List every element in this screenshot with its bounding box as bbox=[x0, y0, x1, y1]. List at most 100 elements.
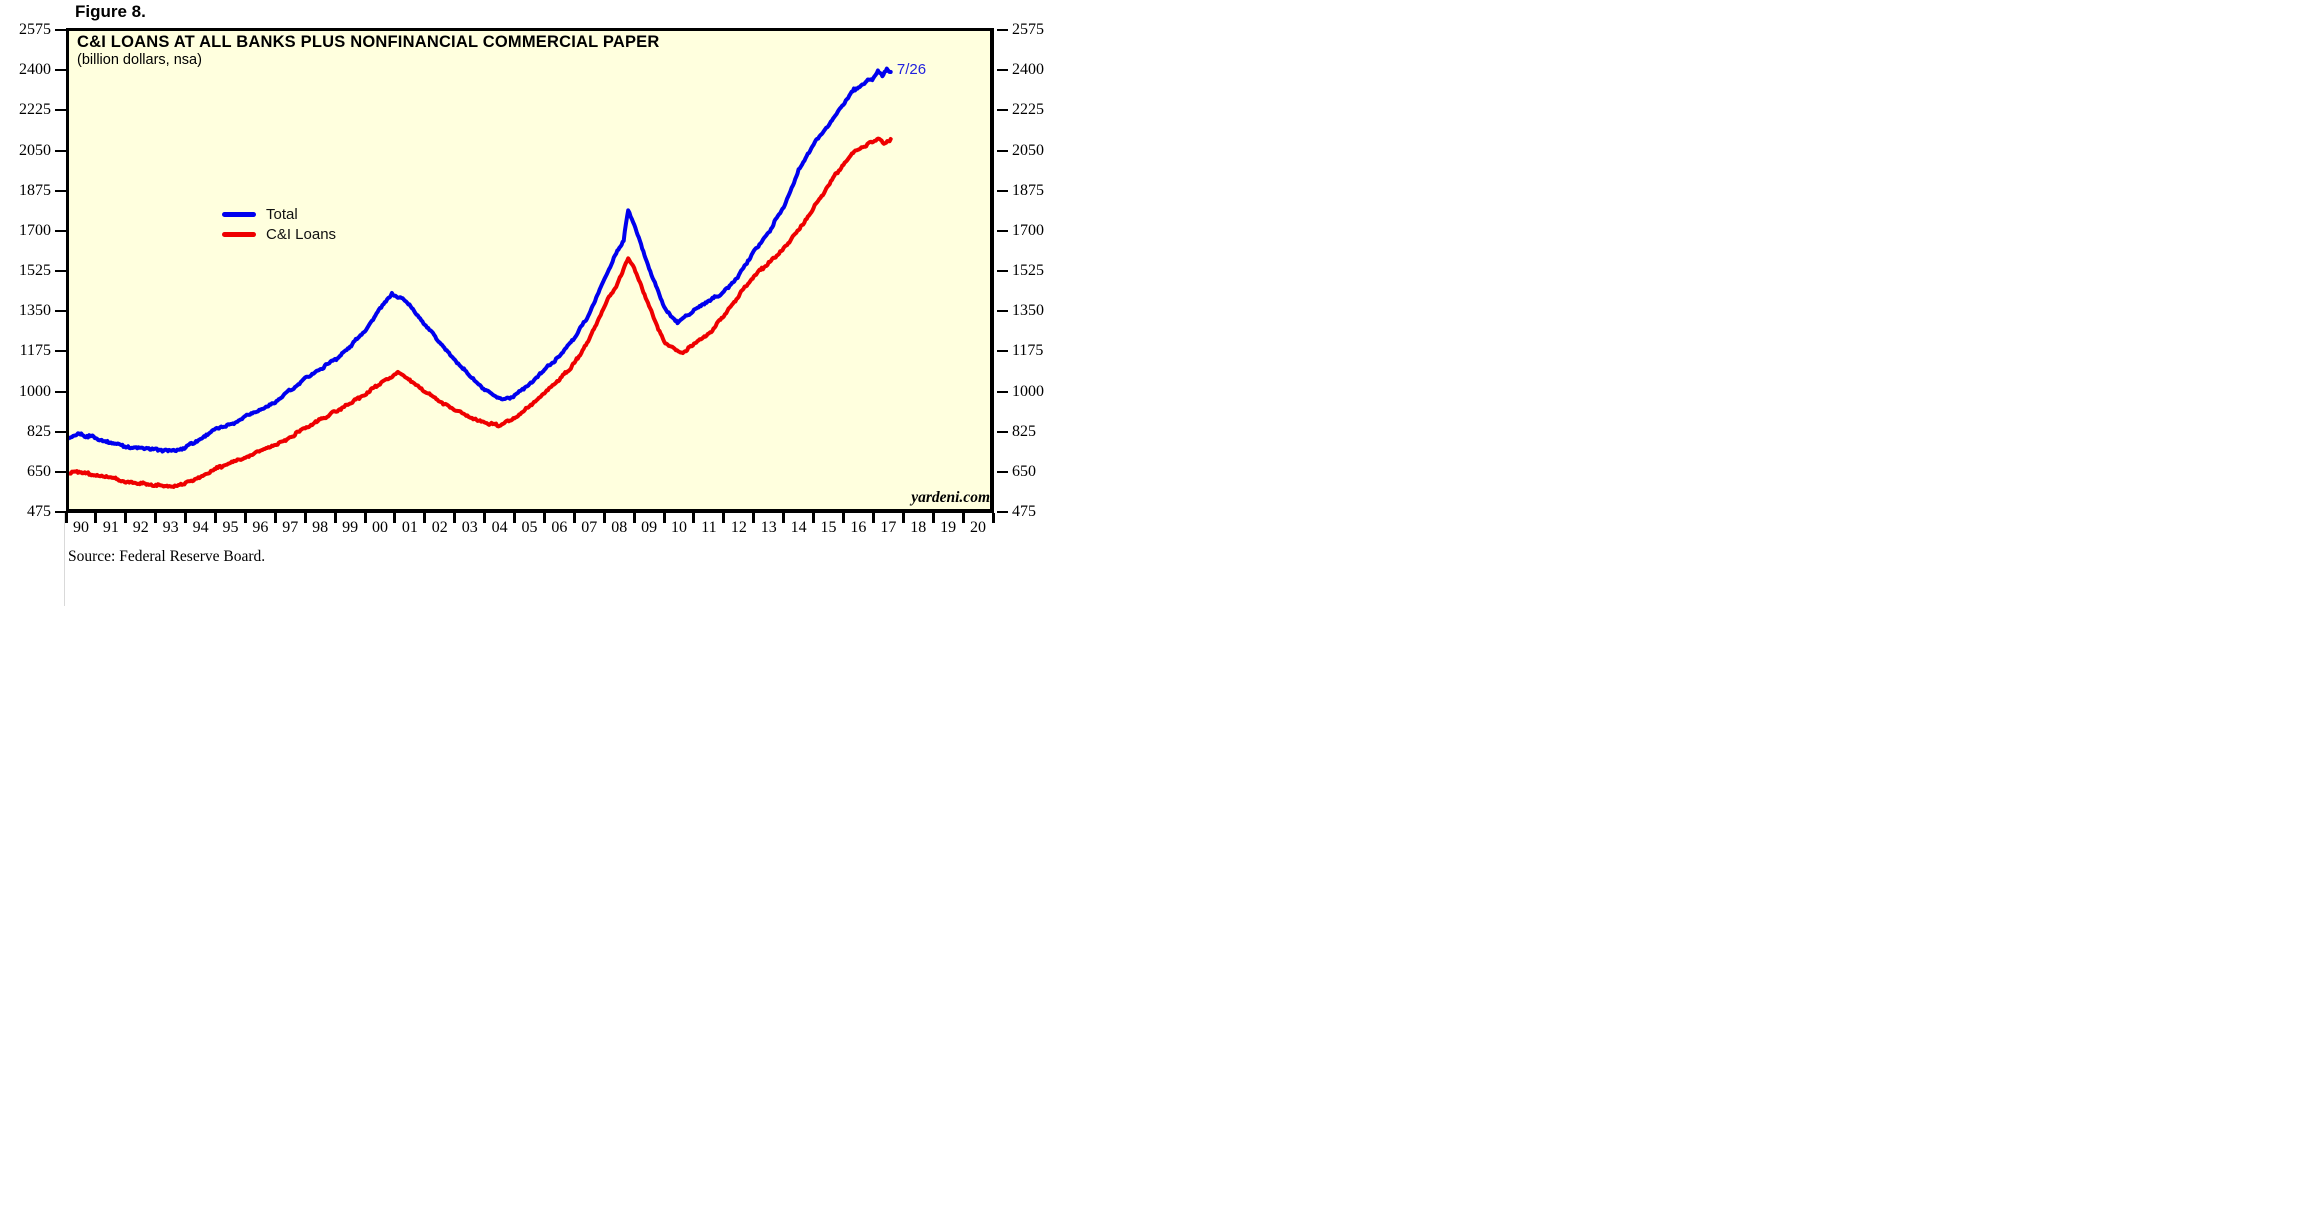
x-axis-tick-label: 02 bbox=[431, 519, 448, 536]
y-tick-mark bbox=[997, 511, 1008, 513]
x-axis-tick-label: 16 bbox=[850, 519, 867, 536]
page-edge-line bbox=[64, 513, 65, 606]
x-axis-tick-label: 13 bbox=[760, 519, 777, 536]
chart-title: C&I LOANS AT ALL BANKS PLUS NONFINANCIAL… bbox=[77, 33, 660, 51]
x-axis-tick-label: 20 bbox=[970, 519, 987, 536]
y-tick-mark bbox=[997, 430, 1008, 433]
x-tick-mark bbox=[64, 513, 68, 523]
y-axis-tick-label: 1000 bbox=[19, 382, 51, 400]
y-tick-mark bbox=[55, 511, 66, 513]
y-axis-tick-label: 650 bbox=[27, 462, 51, 480]
y-axis-tick-label: 2575 bbox=[19, 21, 51, 38]
y-tick-mark bbox=[997, 270, 1008, 272]
y-tick-mark bbox=[55, 109, 66, 112]
chart-subtitle: (billion dollars, nsa) bbox=[77, 52, 202, 68]
x-axis-tick-label: 04 bbox=[491, 519, 508, 536]
x-tick-mark bbox=[722, 513, 726, 523]
x-axis-tick-label: 19 bbox=[940, 519, 957, 536]
y-axis-tick-label: 2050 bbox=[19, 141, 51, 159]
x-axis-tick-label: 17 bbox=[880, 519, 897, 536]
x-axis-tick-label: 07 bbox=[581, 519, 598, 536]
legend-item-total: Total bbox=[222, 204, 336, 224]
y-tick-mark bbox=[997, 109, 1008, 112]
x-axis-tick-label: 96 bbox=[252, 519, 269, 536]
x-axis-tick-label: 92 bbox=[132, 519, 149, 536]
x-tick-mark bbox=[303, 513, 307, 523]
y-tick-mark bbox=[997, 149, 1008, 152]
y-axis-tick-label: 825 bbox=[1012, 422, 1036, 440]
y-axis-tick-label: 2225 bbox=[19, 101, 51, 119]
y-axis-tick-label: 1700 bbox=[19, 221, 51, 239]
y-axis-tick-label: 1175 bbox=[19, 342, 51, 360]
x-axis-tick-label: 94 bbox=[192, 519, 209, 536]
y-tick-mark bbox=[997, 189, 1008, 192]
x-axis-tick-label: 00 bbox=[371, 519, 388, 536]
x-axis-tick-label: 91 bbox=[102, 519, 119, 536]
y-tick-mark bbox=[997, 350, 1008, 353]
ci-loans-line-swatch bbox=[222, 231, 256, 237]
y-axis-tick-label: 1525 bbox=[19, 262, 51, 279]
x-tick-mark bbox=[154, 513, 158, 523]
legend-label-total: Total bbox=[266, 205, 298, 223]
x-tick-mark bbox=[662, 513, 666, 523]
y-tick-mark bbox=[55, 229, 66, 232]
y-tick-mark bbox=[55, 149, 66, 152]
x-axis-tick-label: 08 bbox=[611, 519, 628, 536]
x-axis-tick-label: 95 bbox=[222, 519, 239, 536]
x-tick-mark bbox=[273, 513, 277, 523]
latest-value-annotation: 7/26 bbox=[896, 61, 927, 79]
x-tick-mark bbox=[94, 513, 98, 523]
x-axis-tick-label: 18 bbox=[910, 519, 927, 536]
y-tick-mark bbox=[997, 29, 1008, 31]
x-tick-mark bbox=[812, 513, 816, 523]
x-tick-mark bbox=[692, 513, 696, 523]
legend: Total C&I Loans bbox=[222, 204, 336, 244]
y-tick-mark bbox=[997, 69, 1008, 72]
x-axis-tick-label: 14 bbox=[790, 519, 807, 536]
y-tick-mark bbox=[55, 390, 66, 393]
x-tick-mark bbox=[752, 513, 756, 523]
y-axis-tick-label: 1000 bbox=[1012, 382, 1044, 400]
x-tick-mark bbox=[602, 513, 606, 523]
x-axis-tick-label: 05 bbox=[521, 519, 538, 536]
y-tick-mark bbox=[55, 189, 66, 192]
x-axis-tick-label: 01 bbox=[401, 519, 418, 536]
x-tick-mark bbox=[483, 513, 487, 523]
total-line-swatch bbox=[222, 211, 256, 217]
x-tick-mark bbox=[871, 513, 875, 523]
y-axis-tick-label: 1875 bbox=[1012, 181, 1044, 199]
x-axis-tick-label: 15 bbox=[820, 519, 837, 536]
y-tick-mark bbox=[55, 470, 66, 473]
y-tick-mark bbox=[997, 390, 1008, 393]
source-note: Source: Federal Reserve Board. bbox=[68, 548, 266, 565]
x-axis-tick-label: 10 bbox=[671, 519, 688, 536]
x-axis-tick-label: 99 bbox=[342, 519, 359, 536]
x-axis-tick-label: 11 bbox=[701, 519, 717, 536]
x-tick-mark bbox=[841, 513, 845, 523]
figure-label: Figure 8. bbox=[75, 2, 146, 21]
y-axis-tick-label: 1350 bbox=[1012, 302, 1044, 320]
watermark-yardeni: yardeni.com bbox=[911, 489, 990, 506]
x-tick-mark bbox=[333, 513, 337, 523]
x-tick-mark bbox=[453, 513, 457, 523]
y-tick-mark bbox=[55, 310, 66, 313]
y-axis-tick-label: 825 bbox=[27, 422, 51, 440]
x-axis-tick-label: 98 bbox=[312, 519, 329, 536]
y-axis-tick-label: 2400 bbox=[1012, 61, 1044, 79]
y-axis-tick-label: 1700 bbox=[1012, 221, 1044, 239]
x-axis-tick-label: 03 bbox=[461, 519, 478, 536]
x-tick-mark bbox=[961, 513, 965, 523]
legend-label-ci-loans: C&I Loans bbox=[266, 225, 337, 243]
y-axis-tick-label: 2050 bbox=[1012, 141, 1044, 159]
y-tick-mark bbox=[55, 430, 66, 433]
x-tick-mark bbox=[243, 513, 247, 523]
ci-loans-line bbox=[69, 136, 893, 489]
y-axis-tick-label: 2225 bbox=[1012, 101, 1044, 119]
y-axis-tick-label: 1525 bbox=[1012, 262, 1044, 279]
x-tick-mark bbox=[423, 513, 427, 523]
x-tick-mark bbox=[184, 513, 188, 523]
x-axis-tick-label: 06 bbox=[551, 519, 568, 536]
x-tick-mark bbox=[931, 513, 935, 523]
x-tick-mark bbox=[124, 513, 128, 523]
